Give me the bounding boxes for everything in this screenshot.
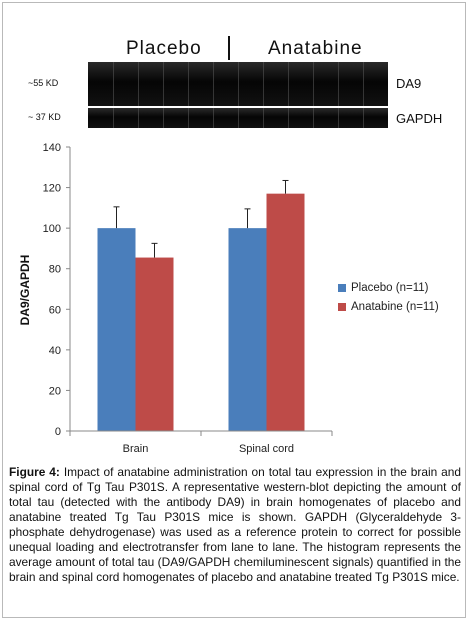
mw-label-gapdh: ~ 37 KD [28, 112, 61, 122]
blot-lane-separator [213, 108, 214, 128]
blot-lane-separator [113, 108, 114, 128]
y-tick-label: 80 [49, 264, 61, 276]
blot-lane-separator [288, 62, 289, 106]
y-tick-label: 100 [43, 223, 61, 235]
blot-lane-separator [113, 62, 114, 106]
x-tick-label: Brain [123, 443, 149, 455]
bar-0-0 [97, 228, 136, 431]
legend-swatch-anatabine [338, 303, 346, 311]
blot-lane-separator [263, 62, 264, 106]
y-axis-title: DA9/GAPDH [18, 254, 32, 326]
figure-frame [2, 2, 466, 618]
legend-swatch-placebo [338, 284, 346, 292]
y-axis: 0 20 40 60 80 100 120 140 [43, 142, 71, 438]
blot-lane-separator [238, 62, 239, 106]
bar-1-1 [266, 193, 305, 431]
y-tick-label: 0 [55, 426, 61, 438]
blot-group-placebo: Placebo [126, 38, 202, 59]
blot-lane-separator [313, 108, 314, 128]
blot-group-anatabine: Anatabine [268, 38, 363, 59]
caption-label: Figure 4: [9, 465, 60, 479]
blot-lane-separator [363, 62, 364, 106]
blot-lane-separator [213, 62, 214, 106]
bar-chart: 0 20 40 60 80 100 120 140 Brain Spinal cord [43, 142, 333, 455]
legend-item-placebo: Placebo (n=11) [338, 282, 428, 294]
y-tick-label: 140 [43, 142, 61, 154]
y-tick-label: 20 [49, 385, 61, 397]
blot-lane-separator [263, 108, 264, 128]
band-name-da9: DA9 [396, 76, 422, 91]
y-tick-label: 60 [49, 304, 61, 316]
blot-lane-separator [188, 62, 189, 106]
blot-lane-separator [313, 62, 314, 106]
blot-lane-separator [288, 108, 289, 128]
mw-label-da9: ~55 KD [28, 78, 59, 88]
band-name-gapdh: GAPDH [396, 111, 443, 126]
blot-lane-separator [338, 62, 339, 106]
blot-lane-separator [238, 108, 239, 128]
blot-lane-separator [363, 108, 364, 128]
x-tick-label: Spinal cord [239, 443, 294, 455]
blot-lane-separator [163, 62, 164, 106]
figure-caption: Figure 4: Impact of anatabine administra… [9, 465, 461, 585]
caption-text: Impact of anatabine administration on to… [9, 465, 462, 584]
blot-lane-separator [163, 108, 164, 128]
legend-label-anatabine: Anatabine (n=11) [351, 301, 439, 313]
blot-group-divider [228, 36, 230, 60]
y-tick-label: 120 [43, 183, 61, 195]
legend-item-anatabine: Anatabine (n=11) [338, 301, 439, 313]
bar-0-1 [228, 228, 267, 431]
blot-lane-separator [338, 108, 339, 128]
bar-1-0 [135, 257, 174, 431]
legend-label-placebo: Placebo (n=11) [351, 282, 429, 294]
x-axis: Brain Spinal cord [69, 430, 333, 455]
bars [97, 179, 305, 431]
y-tick-label: 40 [49, 345, 61, 357]
blot-lane-separator [138, 62, 139, 106]
blot-lane-separator [188, 108, 189, 128]
blot-lane-separator [138, 108, 139, 128]
